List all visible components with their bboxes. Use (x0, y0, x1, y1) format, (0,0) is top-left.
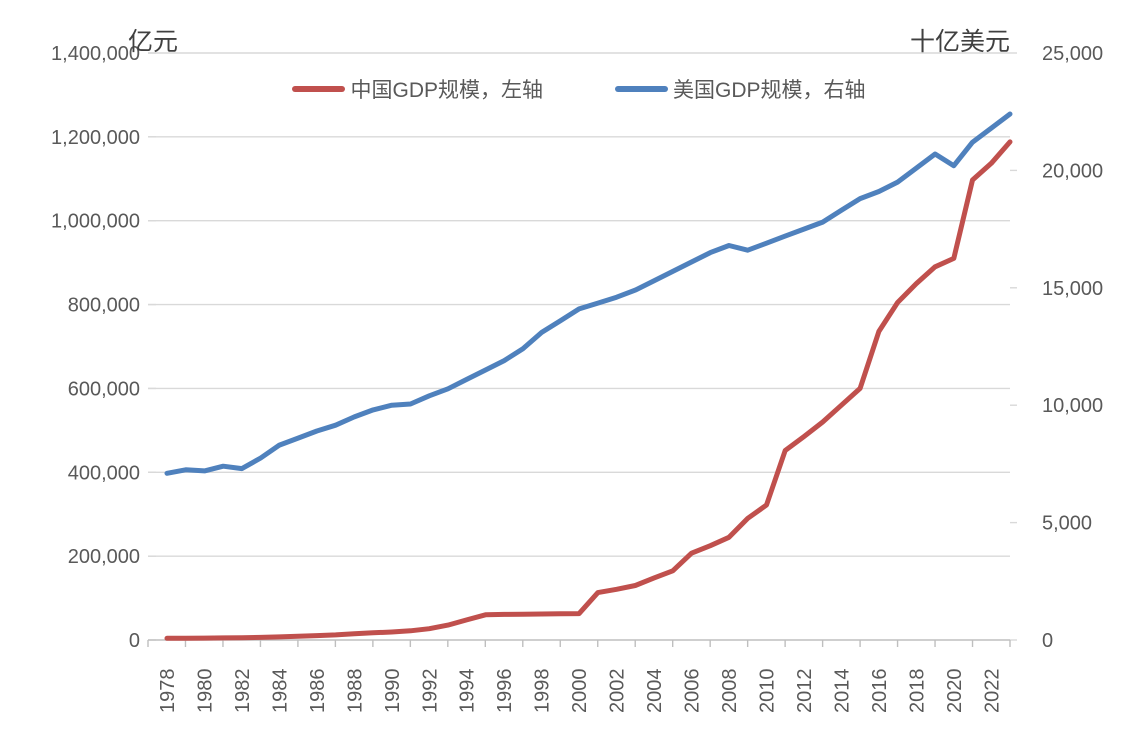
x-axis-tick-label: 1992 (419, 669, 441, 714)
x-axis-tick-label: 1984 (269, 669, 291, 714)
x-axis-tick-label: 1978 (157, 669, 179, 714)
legend-label-china: 中国GDP规模，左轴 (350, 79, 543, 102)
right-axis-tick-label: 0 (1042, 630, 1053, 652)
left-axis-tick-label: 0 (129, 630, 140, 652)
x-axis-tick-label: 2004 (644, 669, 666, 714)
x-axis-tick-label: 1996 (494, 669, 516, 714)
right-axis-tick-label: 15,000 (1042, 278, 1103, 300)
x-axis-tick-label: 2016 (869, 669, 891, 714)
x-axis-tick-label: 2010 (756, 669, 778, 714)
x-axis-tick-label: 2012 (794, 669, 816, 714)
right-axis-tick-label: 10,000 (1042, 395, 1103, 417)
right-axis-tick-label: 20,000 (1042, 160, 1103, 182)
x-axis-tick-label: 1994 (457, 669, 479, 714)
left-axis-unit-label: 亿元 (128, 27, 179, 56)
x-axis-tick-label: 1980 (194, 669, 216, 714)
x-axis-tick-label: 2000 (569, 669, 591, 714)
left-axis-tick-label: 400,000 (68, 462, 140, 484)
legend-item-china: 中国GDP规模，左轴 (292, 74, 543, 104)
left-axis-tick-label: 800,000 (68, 295, 140, 317)
x-axis-tick-label: 1988 (344, 669, 366, 714)
x-axis-tick-label: 2018 (906, 669, 928, 714)
x-axis-tick-label: 2008 (719, 669, 741, 714)
right-axis-unit-label: 十亿美元 (909, 27, 1010, 56)
china-gdp-line (164, 139, 1013, 641)
left-axis-tick-label: 200,000 (68, 546, 140, 568)
china-line-swatch (292, 86, 346, 92)
us-line-swatch (615, 86, 668, 92)
x-axis-tick-label: 2002 (607, 669, 629, 714)
us-gdp-line (164, 111, 1013, 476)
left-axis-tick-label: 1,200,000 (51, 127, 140, 149)
legend-item-us: 美国GDP规模，右轴 (615, 74, 866, 104)
x-axis-tick-label: 2022 (981, 669, 1003, 713)
right-axis-tick-label: 25,000 (1042, 43, 1103, 65)
x-axis-tick-label: 2020 (944, 669, 966, 714)
x-axis-tick-label: 1986 (307, 669, 329, 714)
x-axis-tick-label: 1998 (532, 669, 554, 714)
x-axis-tick-label: 2014 (831, 669, 853, 714)
left-axis-tick-label: 1,000,000 (51, 211, 140, 233)
legend: 中国GDP规模，左轴 美国GDP规模，右轴 (148, 74, 1010, 104)
x-axis-tick-label: 1990 (382, 669, 404, 714)
x-axis-tick-label: 1982 (232, 669, 254, 714)
right-axis-tick-label: 5,000 (1042, 513, 1092, 535)
x-axis-tick-label: 2006 (682, 669, 704, 714)
left-axis-tick-label: 1,400,000 (51, 43, 140, 65)
left-axis-tick-label: 600,000 (68, 378, 140, 400)
legend-label-us: 美国GDP规模，右轴 (673, 79, 866, 102)
